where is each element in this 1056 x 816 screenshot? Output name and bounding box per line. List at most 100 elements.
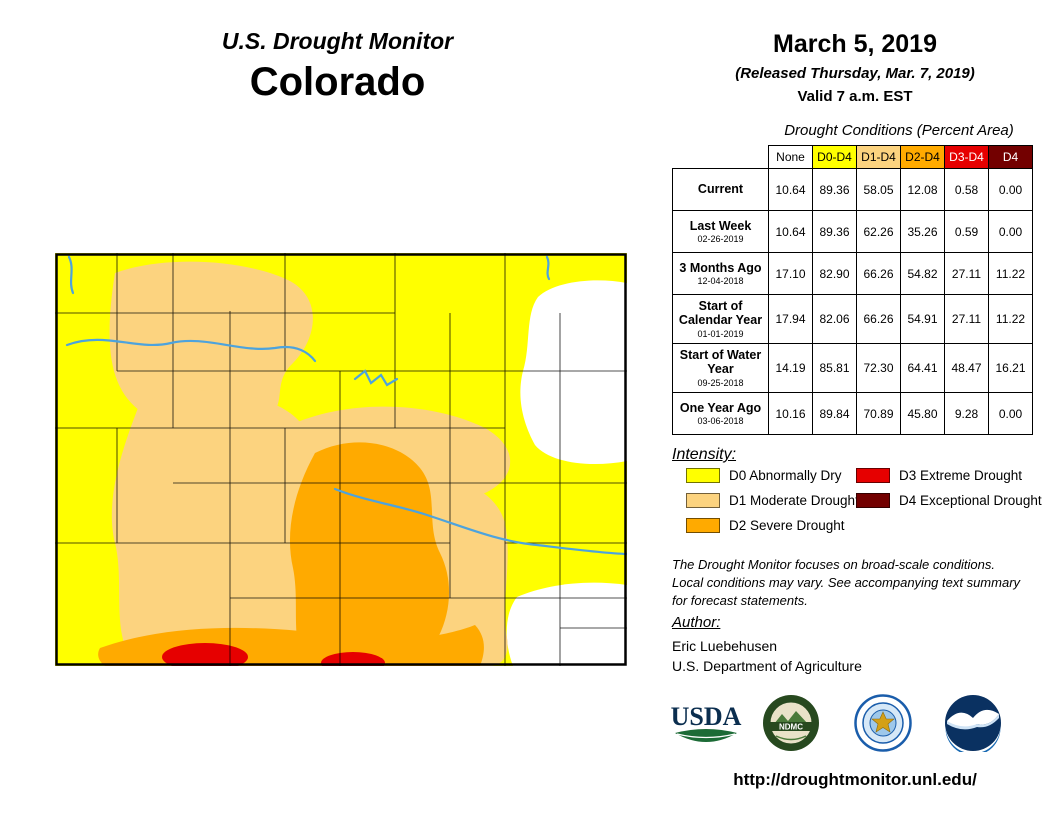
row-label: Start of Calendar Year 01-01-2019 [672,293,769,345]
disclaimer-line: Local conditions may vary. See accompany… [672,575,1021,591]
none-regions [506,280,627,666]
cell-value: 85.81 [812,343,857,394]
author-name: Eric Luebehusen [672,638,778,654]
author-organization: U.S. Department of Agriculture [672,658,862,674]
legend-label: D4 Exceptional Drought [899,493,1042,508]
cell-value: 48.47 [944,343,989,394]
disclaimer-line: for forecast statements. [672,593,808,609]
cell-value: 54.91 [900,293,945,345]
legend-item-d1: D1 Moderate Drought [686,493,859,508]
row-label-text: Start of Calendar Year [678,299,763,328]
cell-value: 64.41 [900,343,945,394]
row-label-date: 12-04-2018 [697,276,744,287]
cell-value: 45.80 [900,392,945,436]
table-row: 3 Months Ago 12-04-2018 17.10 82.90 66.2… [672,252,1033,295]
usda-leaf-icon [675,729,737,742]
col-header-d3-d4: D3-D4 [944,145,989,169]
row-label-text: Last Week [689,218,752,233]
row-label: Current [672,168,769,211]
cell-value: 9.28 [944,392,989,436]
author-heading: Author: [672,614,721,631]
table-header-row: None D0-D4 D1-D4 D2-D4 D3-D4 D4 [673,145,1033,169]
state-name: Colorado [249,60,426,104]
usda-leaf-vein [676,733,736,739]
cell-value: 58.05 [856,168,901,211]
page-title: U.S. Drought Monitor [221,28,454,54]
d1-swatch [686,493,720,508]
col-header-d0-d4: D0-D4 [812,145,857,169]
table-row: Start of Calendar Year 01-01-2019 17.94 … [672,293,1033,345]
cell-value: 0.00 [988,210,1033,253]
row-label-date: 09-25-2018 [697,377,744,388]
noaa-logo [944,694,1002,757]
ndmc-logo-text: NDMC [779,723,803,732]
row-label: One Year Ago 03-06-2018 [672,392,769,436]
d4-swatch [856,493,890,508]
cell-value: 12.08 [900,168,945,211]
legend-item-d3: D3 Extreme Drought [856,468,1022,483]
d3-swatch [856,468,890,483]
col-header-d2-d4: D2-D4 [900,145,945,169]
cell-value: 89.36 [812,210,857,253]
row-label-text: Start of Water Year [679,348,762,377]
cell-value: 72.30 [856,343,901,394]
cell-value: 17.10 [768,252,813,295]
legend-label: D1 Moderate Drought [729,493,859,508]
disclaimer-line: The Drought Monitor focuses on broad-sca… [672,557,996,572]
noaa-seagull-icon [947,709,999,729]
col-header-d4: D4 [988,145,1033,169]
ndmc-logo: NDMC [762,694,820,757]
row-label: Start of Water Year 09-25-2018 [672,343,769,394]
cell-value: 0.00 [988,168,1033,211]
legend-item-d0: D0 Abnormally Dry [686,468,842,483]
cell-value: 10.16 [768,392,813,436]
cell-value: 16.21 [988,343,1033,394]
table-row: Current 10.64 89.36 58.05 12.08 0.58 0.0… [672,168,1033,211]
state-border [55,253,627,666]
cell-value: 11.22 [988,252,1033,295]
table-row: Start of Water Year 09-25-2018 14.19 85.… [672,343,1033,394]
cell-value: 11.22 [988,293,1033,345]
row-label-text: 3 Months Ago [679,260,762,275]
county-lines [55,253,627,666]
cell-value: 82.90 [812,252,857,295]
colorado-drought-map [55,253,629,674]
cell-value: 62.26 [856,210,901,253]
drought-conditions-table: None D0-D4 D1-D4 D2-D4 D3-D4 D4 Current … [672,145,1033,436]
cell-value: 27.11 [944,293,989,345]
website-url: http://droughtmonitor.unl.edu/ [733,770,977,789]
disclaimer-text: The Drought Monitor focuses on broad-sca… [672,556,1020,611]
cell-value: 66.26 [856,252,901,295]
cell-value: 10.64 [768,168,813,211]
cell-value: 14.19 [768,343,813,394]
released-date: (Released Thursday, Mar. 7, 2019) [735,65,975,82]
map-svg [55,253,629,674]
legend-label: D2 Severe Drought [729,518,845,533]
valid-time: Valid 7 a.m. EST [797,88,913,105]
cell-value: 35.26 [900,210,945,253]
cell-value: 89.84 [812,392,857,436]
noaa-wave [947,714,999,730]
ndmc-banner [770,722,812,731]
cell-value: 27.11 [944,252,989,295]
table-corner-cell [673,146,769,169]
cell-value: 70.89 [856,392,901,436]
col-header-d1-d4: D1-D4 [856,145,901,169]
usda-logo: USDA [668,700,744,757]
commerce-seal-logo [854,694,912,757]
legend-item-d4: D4 Exceptional Drought [856,493,1042,508]
river-lines [65,255,629,556]
row-label: Last Week 02-26-2019 [672,210,769,253]
table-row: Last Week 02-26-2019 10.64 89.36 62.26 3… [672,210,1033,253]
legend-item-d2: D2 Severe Drought [686,518,845,533]
d2-swatch [686,518,720,533]
intensity-heading: Intensity: [672,446,737,463]
table-title: Drought Conditions (Percent Area) [784,122,1014,139]
table-row: One Year Ago 03-06-2018 10.16 89.84 70.8… [672,392,1033,436]
cell-value: 17.94 [768,293,813,345]
cell-value: 82.06 [812,293,857,345]
ndmc-field-lines [775,735,807,741]
cell-value: 0.00 [988,392,1033,436]
cell-value: 0.59 [944,210,989,253]
